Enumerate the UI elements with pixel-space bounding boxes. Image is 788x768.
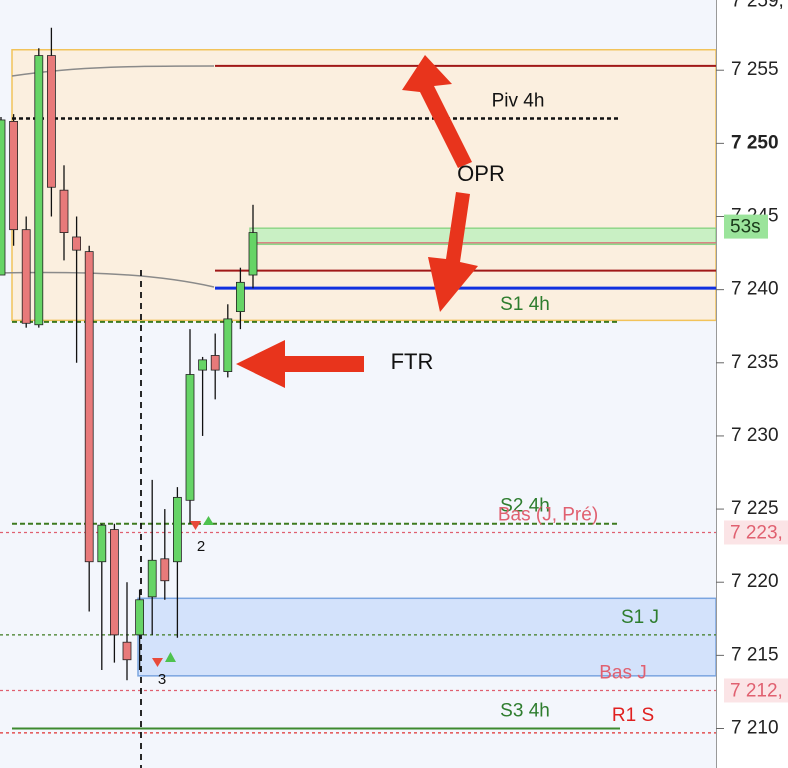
candle-body — [110, 529, 119, 636]
y-tick-label: 7 215 — [731, 644, 779, 665]
price-tag — [724, 678, 788, 703]
level-label: S1 J — [621, 607, 659, 628]
level-label: S1 4h — [500, 294, 550, 315]
candle-body — [172, 496, 182, 563]
timer-label: 53s — [730, 217, 761, 238]
candle-body — [210, 355, 220, 371]
candle-body — [9, 121, 19, 231]
candle-body — [0, 119, 6, 276]
candle-body — [21, 229, 31, 324]
annotation: OPR — [457, 161, 505, 186]
signal-icon — [203, 516, 214, 525]
candle-body — [185, 374, 195, 501]
candle-body — [198, 359, 208, 371]
candle-body — [135, 599, 145, 636]
candle-body — [47, 55, 56, 188]
y-tick-label: 7 235 — [731, 352, 779, 373]
y-tick-label: 7 250 — [731, 132, 779, 153]
signal-icon — [165, 652, 176, 662]
price-tag-label: 7 212, — [730, 680, 783, 701]
zone — [137, 597, 717, 677]
zone — [11, 48, 717, 322]
annotation: FTR — [391, 349, 434, 374]
candle-body — [97, 524, 107, 563]
level-label: S3 4h — [500, 701, 550, 722]
signal-label: 3 — [158, 671, 166, 688]
y-tick-label: 7 210 — [731, 718, 779, 739]
level-label: R1 S — [612, 705, 654, 726]
axis-background — [716, 0, 788, 768]
candle-body — [34, 55, 44, 326]
signal-label: 2 — [197, 538, 205, 555]
y-tick-label: 7 220 — [731, 571, 779, 592]
candle-body — [122, 641, 132, 661]
y-tick-label: 7 230 — [731, 425, 779, 446]
arrow — [402, 55, 472, 168]
arrow — [428, 192, 478, 312]
candle-body — [235, 281, 245, 312]
level-label: S2 4h — [500, 496, 550, 517]
candle-body — [160, 558, 170, 582]
price-tag — [724, 520, 788, 545]
signal-icon — [152, 658, 163, 667]
timer-tag — [724, 214, 768, 239]
level-label: Bas J — [599, 662, 647, 683]
signal-icon — [190, 521, 201, 530]
price-tag-label: 7 259, — [731, 0, 784, 11]
level-label: Bas (J, Pré) — [498, 504, 598, 525]
candle-body — [72, 236, 81, 251]
price-tag-label: 7 223, — [730, 522, 783, 543]
candle-body — [248, 232, 258, 276]
y-tick-label: 7 255 — [731, 59, 779, 80]
candle-body — [59, 189, 69, 233]
level-label: Piv 4h — [492, 91, 545, 112]
candle-body — [223, 318, 233, 372]
zone — [249, 227, 717, 246]
candle-body — [84, 251, 94, 563]
candle-body — [147, 559, 157, 598]
y-tick-label: 7 225 — [731, 498, 779, 519]
y-tick-label: 7 240 — [731, 279, 779, 300]
arrow — [236, 340, 364, 388]
